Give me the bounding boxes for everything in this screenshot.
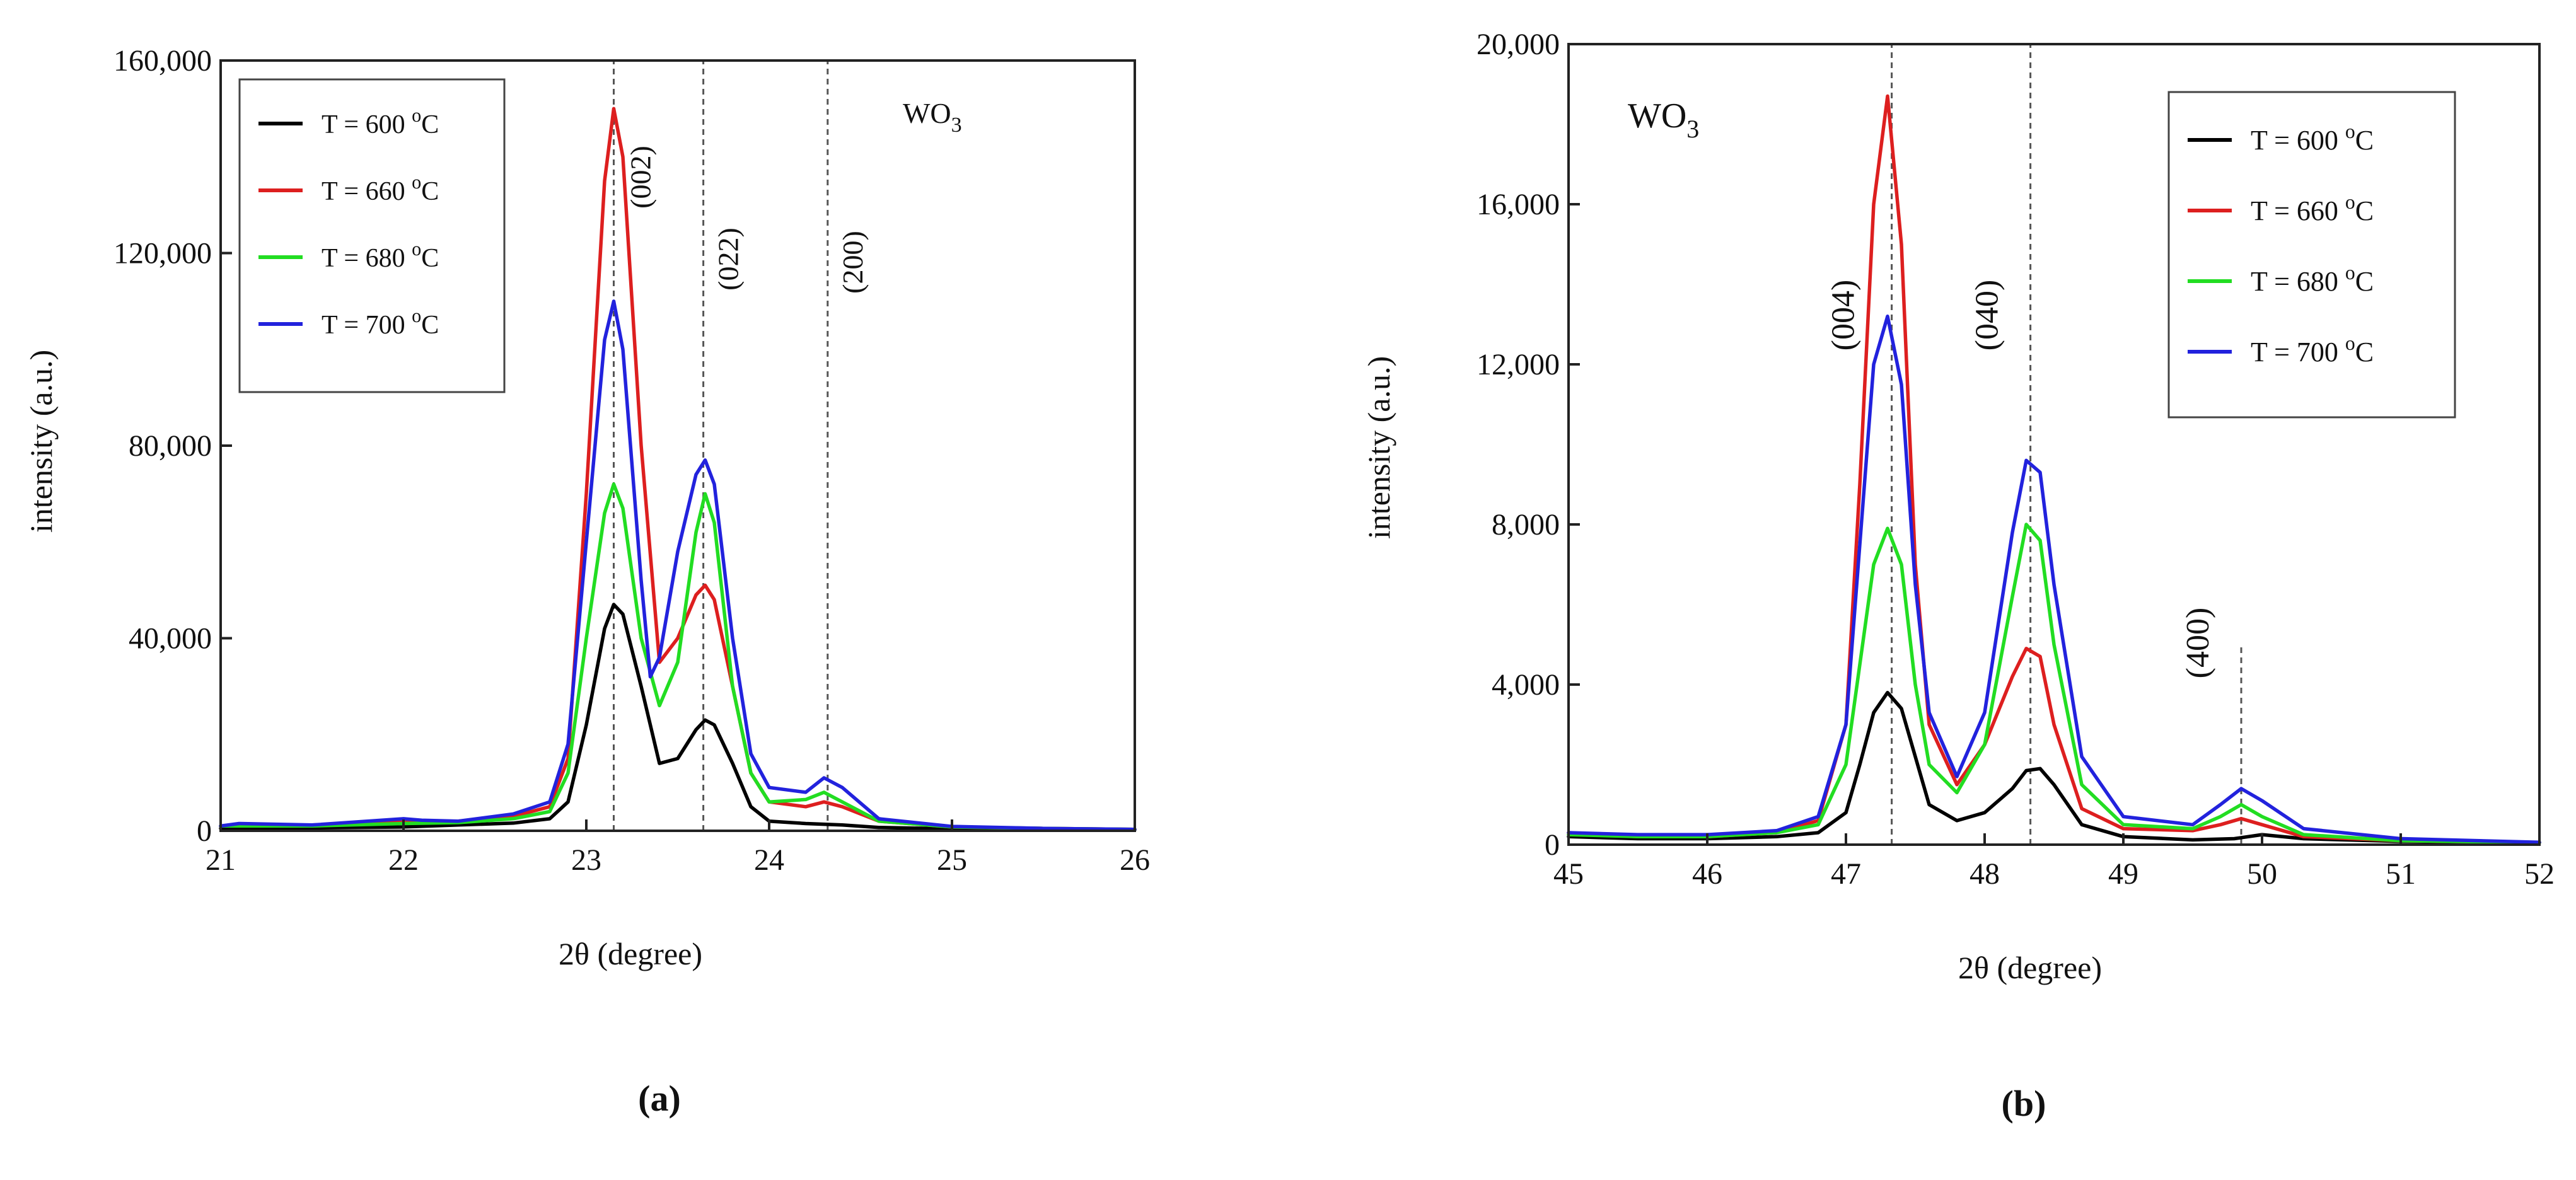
chart-a-series-line [219, 482, 1137, 831]
chart-a-ticks: 21 22 23 24 25 26 0 40,000 80,000 120,000 160,000 [113, 44, 1150, 877]
chart-a-series-line [219, 603, 1137, 832]
chart-b-y-tick-label: 8,000 [1492, 508, 1560, 541]
chart-a-x-axis-label: 2θ (degree) [559, 936, 702, 971]
chart-b-x-tick-label: 47 [1831, 857, 1861, 891]
chart-b-legend-label: T = 600 oC [2251, 120, 2374, 156]
chart-a-y-tick-label: 80,000 [129, 429, 212, 463]
chart-b-y-tick-label: 0 [1545, 828, 1560, 862]
chart-a-legend-label: T = 700 oC [322, 305, 439, 340]
chart-a-legend-label: T = 660 oC [322, 171, 439, 206]
chart-b-reflection-label: (040) [1970, 280, 2005, 351]
chart-a-x-tick-label: 22 [388, 843, 419, 877]
chart-a-x-tick-label: 24 [754, 843, 784, 877]
chart-a-y-tick-label: 40,000 [129, 622, 212, 656]
chart-b-compound-label: WO3 [1628, 96, 1699, 143]
chart-b-y-tick-label: 12,000 [1477, 348, 1560, 381]
chart-b-series-line [1567, 690, 2541, 845]
chart-b-legend-entries: T = 600 oC T = 660 oC T = 680 oC T = 700 oC [2188, 120, 2374, 367]
chart-a-legend: T = 600 oC T = 660 oC T = 680 oC T = 700 oC [238, 78, 506, 393]
chart-b-x-tick-label: 46 [1692, 857, 1722, 891]
chart-b-x-axis-label: 2θ (degree) [1958, 950, 2102, 985]
chart-b-ticks: 45 46 47 48 49 50 51 52 0 4,000 8,000 12,000 16,000 2… [1477, 28, 2555, 891]
chart-b-legend-label: T = 660 oC [2251, 191, 2374, 226]
chart-a-y-tick-label: 160,000 [113, 44, 212, 78]
chart-a-guides: (002) (022) (200) [613, 61, 869, 831]
chart-a-series-line [219, 299, 1137, 831]
chart-a-reflection-label: (200) [837, 231, 869, 294]
chart-b-legend-label: T = 680 oC [2251, 262, 2374, 297]
chart-b-y-axis-label: intensity (a.u.) [1361, 356, 1396, 539]
chart-b-x-tick-label: 51 [2386, 857, 2416, 891]
chart-b-x-tick-label: 45 [1553, 857, 1584, 891]
chart-b-x-tick-label: 49 [2108, 857, 2138, 891]
chart-b-series [1567, 94, 2541, 845]
chart-b-reflection-label: (400) [2180, 608, 2216, 679]
chart-b-series-line [1567, 315, 2541, 844]
chart-a-x-tick-label: 26 [1120, 843, 1150, 877]
chart-b-x-tick-label: 52 [2524, 857, 2555, 891]
chart-a-x-tick-label: 25 [937, 843, 967, 877]
chart-b-guides: (004) (040) (400) [1826, 44, 2242, 845]
chart-a-y-tick-label: 0 [197, 814, 212, 848]
chart-a-legend-entries: T = 600 oC T = 660 oC T = 680 oC T = 700 oC [258, 105, 439, 340]
chart-b-x-tick-label: 48 [1970, 857, 2000, 891]
chart-b-series-line [1567, 523, 2541, 845]
chart-a-y-tick-label: 120,000 [113, 237, 212, 270]
chart-a-series [219, 107, 1137, 832]
chart-b-panel-label: (b) [2002, 1083, 2046, 1124]
chart-a-legend-label: T = 600 oC [322, 105, 439, 139]
chart-a: (002) (022) (200) 21 22 23 24 25 26 0 40,000 80,00… [23, 44, 1150, 1119]
chart-b-y-tick-label: 20,000 [1477, 28, 1560, 61]
chart-a-y-axis-label: intensity (a.u.) [23, 350, 59, 533]
chart-a-reflection-label: (022) [712, 228, 745, 291]
chart-a-x-tick-label: 23 [571, 843, 601, 877]
chart-b-x-tick-label: 50 [2247, 857, 2277, 891]
chart-b: (004) (040) (400) 45 46 47 48 49 50 51 52 0 4,000 8,… [1361, 28, 2555, 1124]
chart-a-series-line [219, 107, 1137, 831]
chart-a-legend-box [238, 78, 506, 393]
chart-b-y-tick-label: 16,000 [1477, 188, 1560, 221]
chart-a-x-tick-label: 21 [206, 843, 236, 877]
chart-b-legend-box [2167, 91, 2456, 419]
chart-b-plot-frame [1567, 43, 2541, 846]
chart-b-legend-label: T = 700 oC [2251, 332, 2374, 367]
chart-a-reflection-label: (002) [625, 146, 657, 209]
chart-a-compound-label: WO3 [903, 97, 962, 137]
chart-a-panel-label: (a) [638, 1078, 681, 1119]
chart-b-legend: T = 600 oC T = 660 oC T = 680 oC T = 700 oC [2167, 91, 2456, 419]
chart-b-y-tick-label: 4,000 [1492, 668, 1560, 702]
chart-a-legend-label: T = 680 oC [322, 238, 439, 273]
chart-b-reflection-label: (004) [1826, 280, 1862, 351]
